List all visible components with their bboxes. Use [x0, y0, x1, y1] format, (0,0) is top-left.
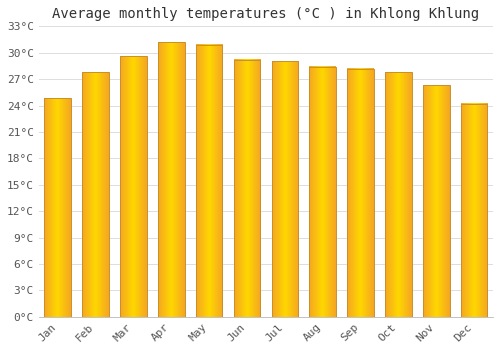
Bar — [234, 60, 260, 317]
Bar — [348, 69, 374, 317]
Bar — [82, 72, 109, 317]
Bar — [310, 67, 336, 317]
Title: Average monthly temperatures (°C ) in Khlong Khlung: Average monthly temperatures (°C ) in Kh… — [52, 7, 480, 21]
Bar — [423, 85, 450, 317]
Bar — [461, 104, 487, 317]
Bar — [44, 98, 71, 317]
Bar — [158, 42, 184, 317]
Bar — [196, 45, 222, 317]
Bar — [120, 56, 146, 317]
Bar — [272, 62, 298, 317]
Bar — [385, 72, 411, 317]
